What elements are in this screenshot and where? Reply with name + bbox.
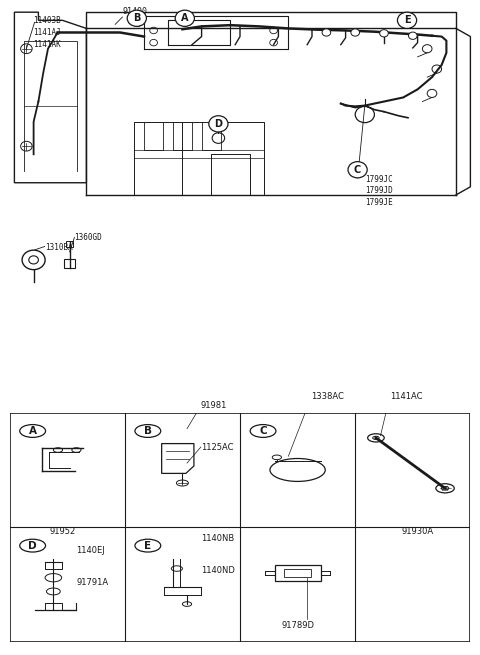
Text: 1140ND: 1140ND (201, 567, 235, 575)
Text: 91400: 91400 (122, 7, 147, 16)
Circle shape (380, 29, 388, 37)
Text: 1310BA: 1310BA (45, 243, 72, 252)
Text: 1360GD: 1360GD (74, 233, 102, 242)
Text: 11403B
1141AJ
1141AK: 11403B 1141AJ 1141AK (34, 16, 61, 49)
Circle shape (322, 29, 331, 36)
Bar (64, 259, 75, 268)
Circle shape (20, 539, 46, 552)
Text: E: E (404, 15, 410, 26)
Circle shape (408, 32, 417, 39)
Circle shape (135, 424, 161, 438)
Text: 1799JC
1799JD
1799JE: 1799JC 1799JD 1799JE (365, 175, 393, 207)
Text: A: A (181, 13, 189, 24)
Text: 91981: 91981 (201, 402, 227, 410)
Circle shape (127, 10, 146, 26)
Text: 1125AC: 1125AC (201, 443, 233, 451)
Text: 91930A: 91930A (401, 527, 433, 536)
Text: C: C (259, 426, 267, 436)
Text: 91952: 91952 (49, 527, 76, 536)
Text: 1338AC: 1338AC (312, 392, 344, 401)
Text: A: A (29, 426, 36, 436)
Text: 1141AC: 1141AC (390, 392, 422, 401)
Circle shape (351, 29, 360, 36)
Circle shape (250, 424, 276, 438)
Circle shape (135, 539, 161, 552)
Bar (66, 241, 73, 246)
Circle shape (436, 483, 454, 493)
Text: 91789D: 91789D (281, 622, 314, 630)
Text: C: C (354, 165, 361, 175)
Text: D: D (215, 119, 222, 129)
Circle shape (368, 434, 384, 442)
Text: B: B (144, 426, 152, 436)
Circle shape (20, 424, 46, 438)
Circle shape (175, 10, 194, 26)
Bar (284, 569, 312, 577)
Circle shape (209, 116, 228, 132)
Bar (275, 565, 321, 581)
Circle shape (348, 162, 367, 178)
Text: D: D (28, 540, 37, 551)
Text: 1140EJ: 1140EJ (76, 546, 105, 555)
Text: 91791A: 91791A (76, 578, 108, 587)
Text: B: B (133, 13, 141, 24)
Text: E: E (144, 540, 151, 551)
Circle shape (397, 12, 417, 28)
Text: 1140NB: 1140NB (201, 534, 234, 543)
